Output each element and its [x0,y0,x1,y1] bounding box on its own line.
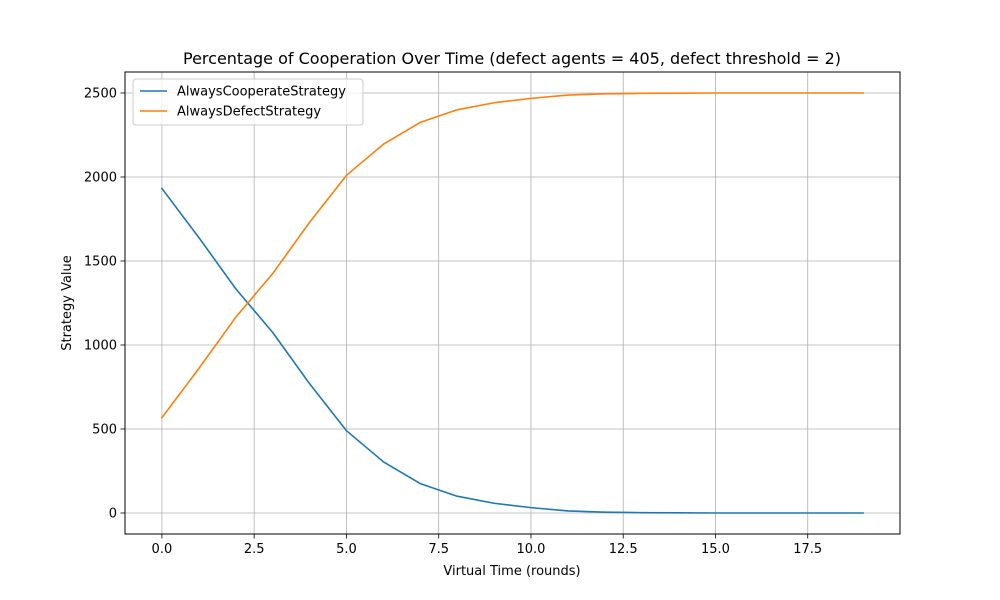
y-tick-label: 1500 [84,255,117,270]
y-tick-label: 0 [109,507,117,522]
legend: AlwaysCooperateStrategy AlwaysDefectStrat… [132,78,364,126]
y-tick-label: 500 [92,423,117,438]
legend-label-alwaysdefectstrategy: AlwaysDefectStrategy [177,105,321,120]
y-tick-label: 1000 [84,339,117,354]
chart-title: Percentage of Cooperation Over Time (def… [183,49,841,68]
y-axis-ticks: 0 500 1000 1500 2000 2500 [84,87,125,522]
plot-frame [124,71,901,535]
x-tick-label: 17.5 [793,542,822,557]
x-axis-ticks: 0.0 2.5 5.0 7.5 10.0 12.5 15.0 17.5 [152,534,822,557]
series-line-alwayscooperatestrategy [160,187,864,514]
x-tick-label: 5.0 [336,542,357,557]
y-tick-label: 2500 [84,87,117,102]
x-tick-label: 7.5 [428,542,449,557]
series-line-alwaysdefectstrategy [160,92,864,419]
legend-box [132,78,364,126]
x-tick-label: 10.0 [516,542,545,557]
y-tick-label: 2000 [84,171,117,186]
x-tick-label: 12.5 [609,542,638,557]
x-tick-label: 2.5 [244,542,265,557]
y-axis-label: Strategy Value [60,255,75,351]
gridlines [125,72,900,534]
x-axis-label: Virtual Time (rounds) [443,564,580,579]
x-tick-label: 0.0 [152,542,173,557]
series-lines [160,92,864,514]
legend-label-alwayscooperatestrategy: AlwaysCooperateStrategy [177,85,346,100]
x-tick-label: 15.0 [701,542,730,557]
